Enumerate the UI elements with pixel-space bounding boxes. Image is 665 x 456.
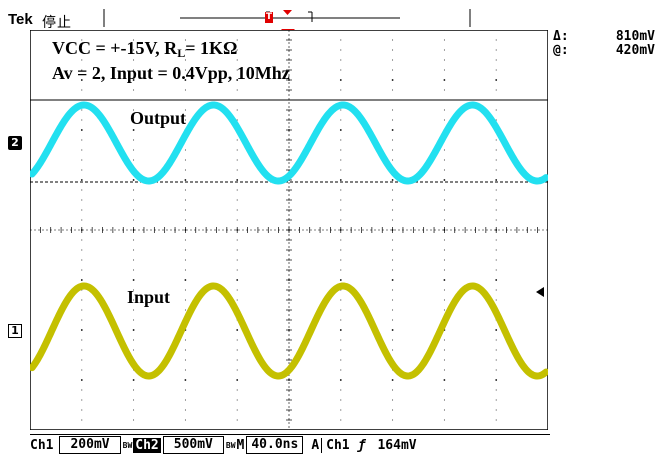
brand-logo: Tek xyxy=(8,11,33,28)
output-label: Output xyxy=(130,108,187,128)
trigger-level: 164mV xyxy=(377,437,417,453)
annotation-load-text: = 1KΩ xyxy=(185,38,238,58)
ch2-scale: 500mV xyxy=(162,436,224,454)
cursor-delta-value: 810mV xyxy=(615,29,655,44)
trigger-position-marker xyxy=(283,10,292,15)
ch1-label: Ch1 xyxy=(30,437,54,453)
input-label: Input xyxy=(127,287,171,307)
timebase-bw-indicator: BW xyxy=(225,440,236,450)
acquisition-state: 停止 xyxy=(42,15,72,31)
top-status-bar: Tek 停止 T xyxy=(0,0,665,31)
timebase-value: 40.0ns xyxy=(246,436,304,454)
bottom-status-bar: Ch1 200mV BW Ch2 500mV BW M 40.0ns A Ch1… xyxy=(30,434,550,455)
annotation-subscript: L xyxy=(177,46,186,60)
ch2-ground-marker: 2 xyxy=(8,136,22,150)
trigger-mode: A xyxy=(311,437,323,453)
annotation-supply-text: VCC = +-15V, R xyxy=(52,38,178,58)
timebase-label: M xyxy=(236,437,245,453)
cursor-at-label: @: xyxy=(553,43,569,58)
input-trace xyxy=(30,282,548,380)
trigger-slope-icon: ƒ xyxy=(357,437,366,453)
scope-display xyxy=(30,30,548,430)
output-trace xyxy=(30,101,548,185)
trigger-source: Ch1 xyxy=(326,437,350,453)
ch2-bw-indicator: BW xyxy=(122,440,133,450)
graticule xyxy=(30,30,548,430)
cursor-at-value: 420mV xyxy=(615,43,655,58)
ch1-scale: 200mV xyxy=(59,436,121,454)
ch1-ground-marker: 1 xyxy=(8,324,22,338)
cursor-delta-label: Δ: xyxy=(553,29,569,44)
trigger-marker-label: T xyxy=(265,12,273,23)
trigger-level-arrow xyxy=(536,287,544,297)
annotation-supply: VCC = +-15V, RL= 1KΩ xyxy=(52,38,237,61)
annotation-signal: Av = 2, Input = 0.4Vpp, 10Mhz xyxy=(52,63,290,83)
record-position-indicator xyxy=(103,9,471,30)
cursor-readout: Δ: 810mV @: 420mV xyxy=(553,30,665,58)
ch2-label: Ch2 xyxy=(133,437,161,453)
